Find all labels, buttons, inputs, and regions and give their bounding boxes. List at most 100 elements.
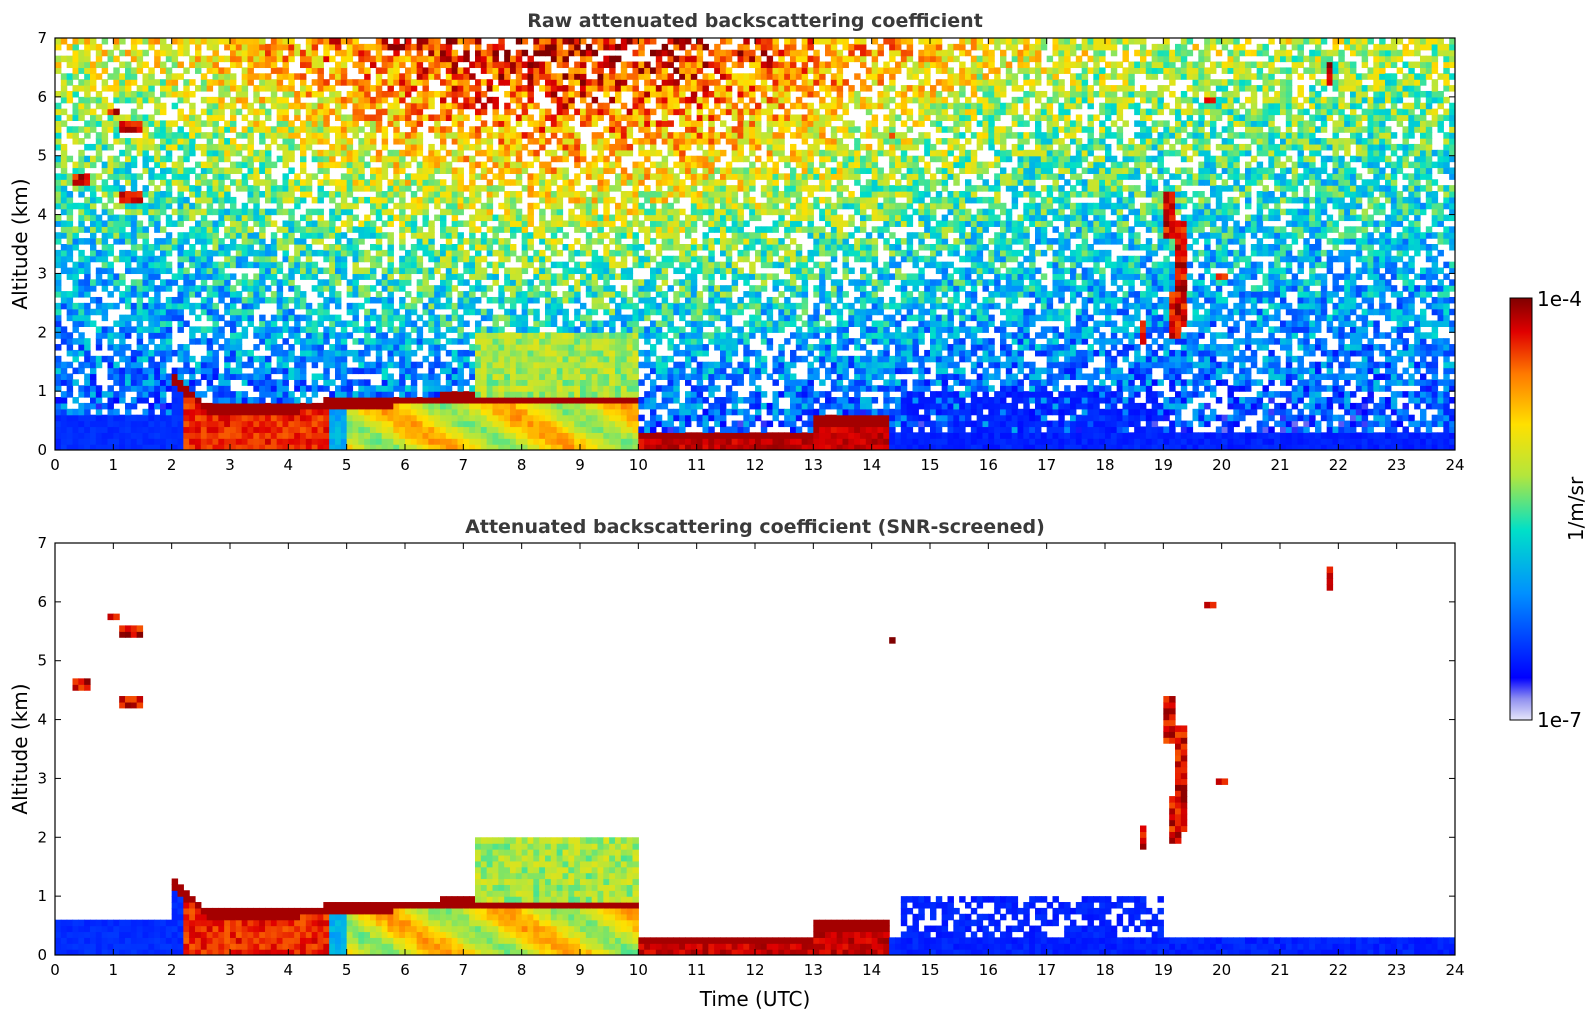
heatmap-cell [78,62,84,68]
heatmap-cell [55,256,61,262]
heatmap-cell [61,232,67,238]
heatmap-cell [160,226,166,232]
heatmap-cell [440,97,446,103]
heatmap-cell [335,368,341,374]
heatmap-cell [119,338,125,344]
heatmap-cell [207,385,213,391]
heatmap-cell [277,209,283,215]
heatmap-cell [125,144,131,150]
heatmap-cell [475,279,481,285]
heatmap-cell [265,332,271,338]
heatmap-cell [341,150,347,156]
heatmap-cell [84,209,90,215]
heatmap-cell [428,162,434,168]
heatmap-cell [96,226,102,232]
heatmap-cell [568,79,574,85]
heatmap-cell [154,373,160,379]
heatmap-cell [253,50,259,56]
heatmap-cell [393,120,399,126]
heatmap-cell [213,326,219,332]
heatmap-cell [580,415,586,421]
heatmap-cell [504,209,510,215]
heatmap-cell [288,344,294,350]
heatmap-cell [160,103,166,109]
heatmap-cell [475,50,481,56]
heatmap-cell [475,362,481,368]
heatmap-cell [283,368,289,374]
heatmap-cell [195,303,201,309]
heatmap-cell [364,297,370,303]
heatmap-cell [557,144,563,150]
heatmap-cell [271,332,277,338]
heatmap-cell [347,285,353,291]
heatmap-cell [335,132,341,138]
heatmap-cell [183,250,189,256]
heatmap-cell [475,373,481,379]
heatmap-cell [154,244,160,250]
heatmap-cell [487,56,493,62]
heatmap-cell [586,415,592,421]
heatmap-cell [125,368,131,374]
heatmap-cell [259,97,265,103]
heatmap-cell [55,38,61,44]
heatmap-cell [545,91,551,97]
heatmap-cell [405,409,411,415]
heatmap-cell [417,232,423,238]
heatmap-cell [539,138,545,144]
heatmap-cell [329,244,335,250]
heatmap-cell [388,262,394,268]
heatmap-cell [265,379,271,385]
heatmap-cell [399,62,405,68]
heatmap-cell [248,62,254,68]
heatmap-cell [498,250,504,256]
heatmap-cell [568,144,574,150]
heatmap-cell [131,356,137,362]
heatmap-cell [312,344,318,350]
heatmap-cell [265,285,271,291]
heatmap-cell [598,179,604,185]
heatmap-cell [259,379,265,385]
heatmap-cell [306,438,312,444]
heatmap-cell [108,209,114,215]
heatmap-cell [405,262,411,268]
heatmap-cell [213,415,219,421]
heatmap-cell [183,268,189,274]
heatmap-cell [248,379,254,385]
heatmap-cell [440,426,446,432]
heatmap-cell [516,279,522,285]
heatmap-cell [428,91,434,97]
heatmap-cell [242,403,248,409]
heatmap-cell [376,432,382,438]
heatmap-cell [108,303,114,309]
heatmap-cell [586,438,592,444]
heatmap-cell [498,38,504,44]
heatmap-cell [160,191,166,197]
heatmap-cell [358,291,364,297]
heatmap-cell [148,315,154,321]
heatmap-cell [84,426,90,432]
heatmap-cell [516,273,522,279]
heatmap-cell [277,403,283,409]
heatmap-cell [376,315,382,321]
heatmap-cell [341,332,347,338]
heatmap-cell [458,315,464,321]
heatmap-cell [510,303,516,309]
heatmap-cell [358,303,364,309]
heatmap-cell [452,415,458,421]
heatmap-cell [568,373,574,379]
heatmap-cell [341,162,347,168]
heatmap-cell [516,167,522,173]
heatmap-cell [55,56,61,62]
heatmap-cell [201,244,207,250]
heatmap-cell [417,262,423,268]
heatmap-cell [148,309,154,315]
heatmap-cell [218,185,224,191]
heatmap-cell [218,191,224,197]
heatmap-cell [469,262,475,268]
heatmap-cell [504,362,510,368]
heatmap-cell [388,273,394,279]
heatmap-cell [306,250,312,256]
heatmap-cell [417,244,423,250]
heatmap-cell [318,279,324,285]
heatmap-cell [207,179,213,185]
